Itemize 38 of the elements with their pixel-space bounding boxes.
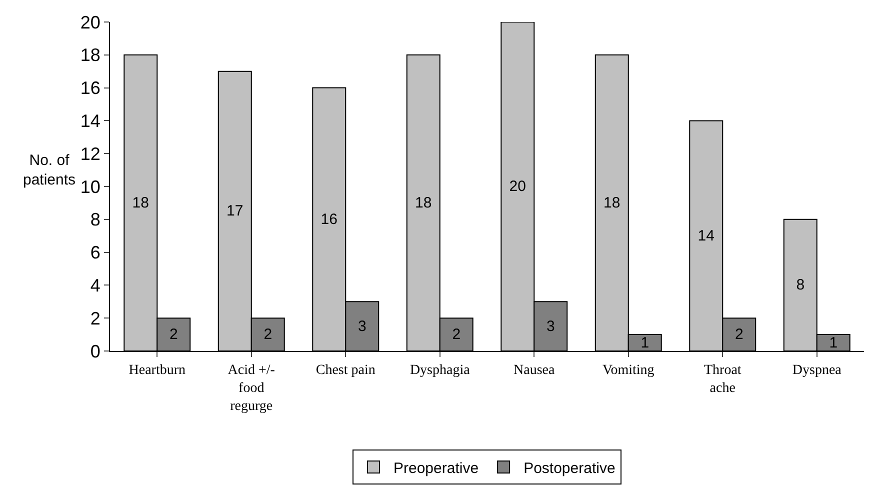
data-label: 2 [169, 326, 178, 344]
y-tick-label: 6 [90, 242, 100, 263]
data-label: 14 [698, 227, 714, 244]
legend-label: Preoperative [394, 460, 479, 477]
x-tick-label: Heartburn [128, 362, 186, 378]
data-label: 18 [132, 194, 149, 212]
data-label: 20 [509, 178, 526, 195]
y-tick-label: 20 [80, 12, 100, 32]
x-tick-label: Chest pain [316, 362, 376, 378]
y-tick-label: 8 [90, 210, 100, 230]
data-label: 8 [796, 276, 805, 294]
data-label: 3 [358, 318, 366, 335]
data-label: 2 [734, 326, 744, 344]
data-label: 2 [264, 326, 272, 344]
x-tick-label: Dyspnea [792, 362, 842, 378]
legend-label: Postoperative [524, 460, 616, 477]
y-tick-label: 10 [80, 176, 100, 197]
x-tick-label: Throat ache [704, 362, 742, 396]
x-tick-label: Dysphagia [410, 362, 471, 378]
data-label: 17 [226, 202, 244, 220]
y-tick-label: 4 [90, 276, 100, 296]
y-tick-label: 18 [80, 45, 100, 66]
data-label: 1 [829, 334, 838, 352]
y-tick-label: 2 [90, 308, 100, 328]
data-label: 2 [452, 326, 461, 344]
y-axis-title: No. of patients [23, 152, 76, 188]
y-tick-label: 16 [80, 78, 100, 98]
y-tick-label: 0 [90, 341, 100, 362]
x-tick-label: Acid +/- food regurge [228, 362, 276, 414]
data-label: 18 [415, 194, 432, 212]
x-tick-label: Nausea [514, 362, 556, 378]
data-label: 16 [320, 210, 338, 228]
x-tick-label: Vomiting [602, 362, 654, 378]
y-tick-label: 12 [80, 144, 100, 164]
data-label: 18 [604, 194, 620, 212]
data-label: 1 [640, 334, 650, 352]
y-tick-label: 14 [80, 111, 100, 131]
data-label: 3 [546, 318, 555, 335]
